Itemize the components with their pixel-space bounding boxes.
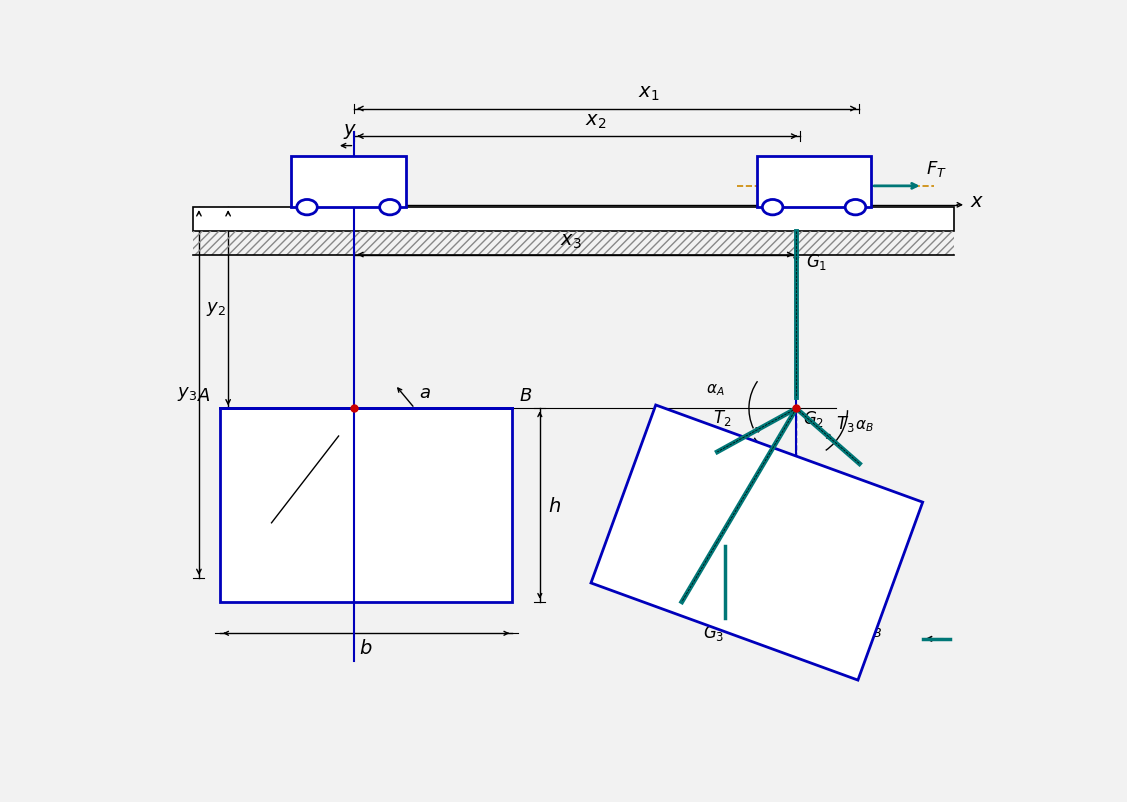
- Bar: [193, 232, 955, 255]
- Text: $T_3$: $T_3$: [836, 414, 854, 434]
- Text: $\varphi_A$: $\varphi_A$: [666, 504, 685, 520]
- Text: $y$: $y$: [344, 122, 357, 140]
- Text: $x$: $x$: [970, 192, 984, 211]
- Text: $\gamma$: $\gamma$: [390, 452, 402, 470]
- Text: $\varphi_B$: $\varphi_B$: [828, 524, 846, 540]
- Text: $x_3$: $x_3$: [559, 231, 582, 250]
- Bar: [757, 156, 871, 208]
- Text: $\theta$: $\theta$: [726, 450, 737, 468]
- Ellipse shape: [762, 200, 783, 216]
- Text: $F_T$: $F_T$: [926, 159, 948, 179]
- Bar: [291, 156, 406, 208]
- Text: $W$: $W$: [761, 160, 781, 178]
- Text: $W_B$: $W_B$: [855, 618, 884, 638]
- Ellipse shape: [296, 200, 318, 216]
- Text: $b$: $b$: [360, 638, 373, 657]
- Text: $x_2$: $x_2$: [585, 112, 606, 132]
- Text: $T_1$: $T_1$: [686, 480, 704, 500]
- Text: $h$: $h$: [548, 496, 561, 515]
- Text: $G_3$: $G_3$: [703, 622, 725, 642]
- Text: $\varphi_3$: $\varphi_3$: [765, 516, 782, 532]
- Text: $\alpha_B$: $\alpha_B$: [855, 418, 875, 433]
- Text: $y_3$: $y_3$: [177, 384, 197, 402]
- Text: $B$: $B$: [518, 387, 532, 405]
- Ellipse shape: [380, 200, 400, 216]
- Text: $T_2$: $T_2$: [713, 407, 731, 427]
- Ellipse shape: [845, 200, 866, 216]
- Text: $A$: $A$: [196, 387, 211, 405]
- Text: $G_2$: $G_2$: [802, 408, 824, 428]
- Bar: [220, 409, 512, 602]
- Text: $\alpha_A$: $\alpha_A$: [706, 382, 725, 398]
- Text: $a$: $a$: [419, 383, 431, 401]
- Text: $y_2$: $y_2$: [206, 299, 225, 318]
- Text: $x_1$: $x_1$: [639, 84, 660, 103]
- Bar: [193, 208, 955, 232]
- Polygon shape: [591, 406, 923, 680]
- Text: $G_1$: $G_1$: [806, 252, 827, 272]
